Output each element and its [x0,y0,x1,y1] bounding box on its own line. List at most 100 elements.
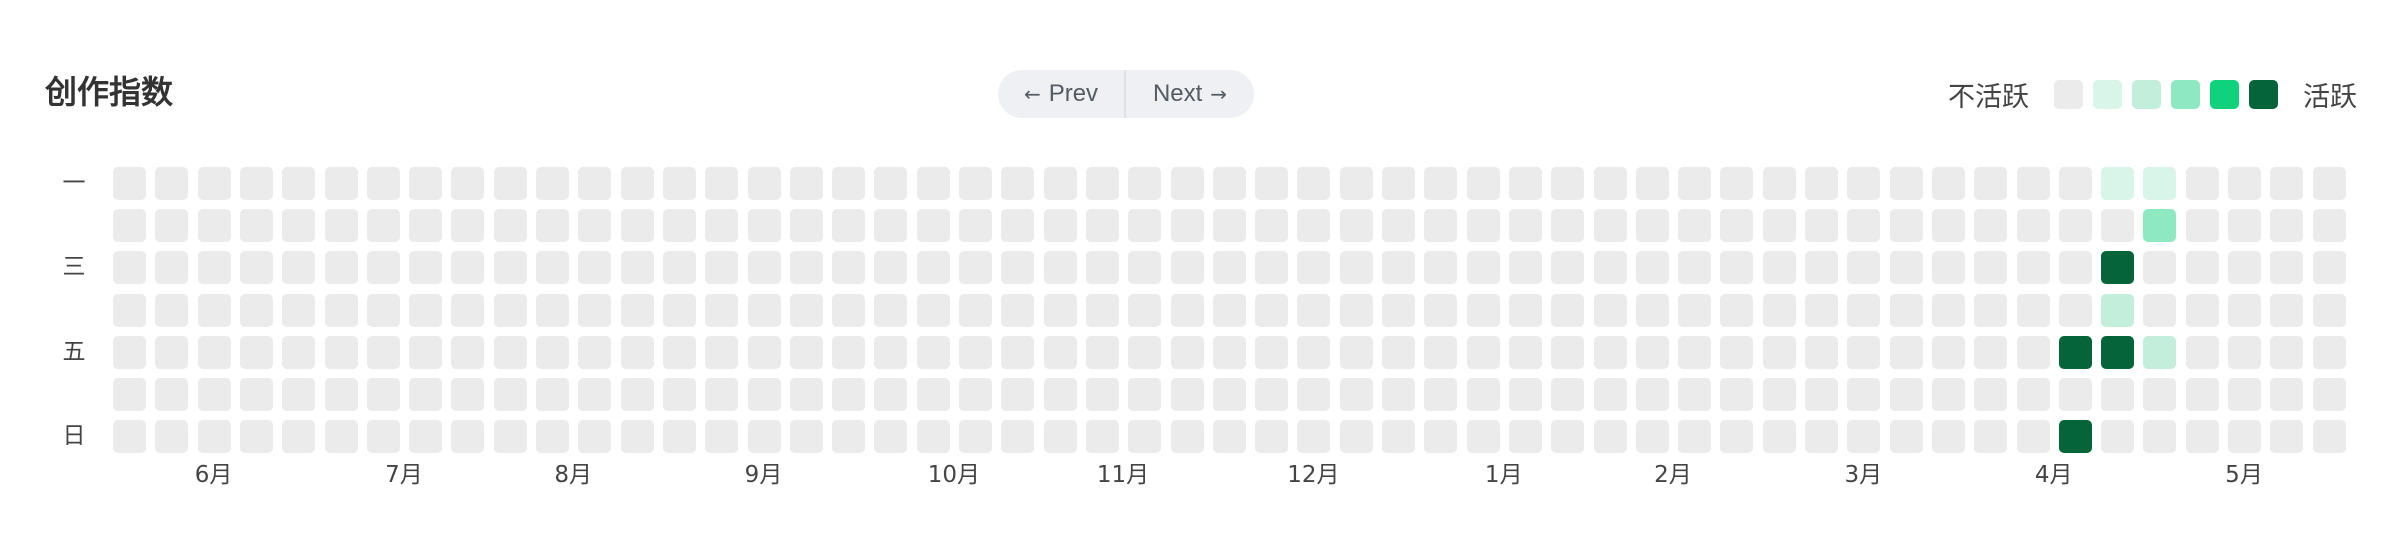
heatmap-cell[interactable] [451,251,485,285]
heatmap-cell[interactable] [1255,420,1289,454]
heatmap-cell[interactable] [1889,378,1923,411]
heatmap-cell[interactable] [832,420,866,454]
heatmap-cell[interactable] [197,335,231,369]
heatmap-cell[interactable] [620,251,654,285]
heatmap-cell[interactable] [2228,293,2261,327]
heatmap-cell[interactable] [1212,335,1246,369]
heatmap-cell[interactable] [1212,167,1246,200]
heatmap-cell[interactable] [1551,209,1585,243]
heatmap-cell[interactable] [366,209,400,243]
heatmap-cell[interactable] [789,251,823,285]
heatmap-cell[interactable] [1678,420,1712,454]
heatmap-cell[interactable] [2270,293,2304,327]
heatmap-cell[interactable] [747,378,781,411]
heatmap-cell[interactable] [789,378,823,411]
heatmap-cell[interactable] [536,167,569,200]
heatmap-cell[interactable] [197,420,231,454]
heatmap-cell[interactable] [1635,167,1669,200]
heatmap-cell[interactable] [1043,167,1077,200]
heatmap-cell[interactable] [197,251,231,285]
heatmap-cell[interactable] [1128,209,1162,243]
heatmap-cell[interactable] [1001,293,1035,327]
heatmap-cell[interactable] [1339,420,1373,454]
heatmap-cell[interactable] [1424,251,1458,285]
heatmap-cell[interactable] [113,209,146,243]
heatmap-cell[interactable] [1720,167,1754,200]
heatmap-cell[interactable] [1466,167,1500,200]
heatmap-cell[interactable] [1382,420,1415,454]
heatmap-cell[interactable] [2016,335,2050,369]
heatmap-cell[interactable] [1043,335,1077,369]
heatmap-cell[interactable] [1762,251,1796,285]
heatmap-cell[interactable] [113,420,146,454]
heatmap-cell[interactable] [1551,167,1585,200]
heatmap-cell[interactable] [1297,420,1331,454]
heatmap-cell[interactable] [2228,251,2261,285]
heatmap-cell[interactable] [1466,209,1500,243]
heatmap-cell[interactable] [789,335,823,369]
heatmap-cell[interactable] [1635,335,1669,369]
heatmap-cell[interactable] [1762,167,1796,200]
heatmap-cell[interactable] [1424,420,1458,454]
heatmap-cell[interactable] [705,378,739,411]
heatmap-cell[interactable] [1974,293,2008,327]
heatmap-cell[interactable] [1762,335,1796,369]
heatmap-cell[interactable] [2101,167,2135,200]
next-button[interactable]: Next → [1126,70,1254,118]
heatmap-cell[interactable] [832,335,866,369]
heatmap-cell[interactable] [1382,378,1415,411]
heatmap-cell[interactable] [1931,378,1965,411]
heatmap-cell[interactable] [1043,209,1077,243]
heatmap-cell[interactable] [832,167,866,200]
heatmap-cell[interactable] [916,251,950,285]
heatmap-cell[interactable] [2270,335,2304,369]
heatmap-cell[interactable] [1931,251,1965,285]
heatmap-cell[interactable] [2312,335,2346,369]
heatmap-cell[interactable] [1805,378,1838,411]
heatmap-cell[interactable] [366,293,400,327]
heatmap-cell[interactable] [536,293,569,327]
heatmap-cell[interactable] [409,209,443,243]
heatmap-cell[interactable] [1762,293,1796,327]
heatmap-cell[interactable] [1212,251,1246,285]
heatmap-cell[interactable] [2143,209,2177,243]
heatmap-cell[interactable] [578,293,612,327]
heatmap-cell[interactable] [493,335,527,369]
heatmap-cell[interactable] [1170,378,1204,411]
heatmap-cell[interactable] [705,209,739,243]
heatmap-cell[interactable] [959,167,992,200]
heatmap-cell[interactable] [1678,335,1712,369]
heatmap-cell[interactable] [2228,378,2261,411]
heatmap-cell[interactable] [662,378,696,411]
heatmap-cell[interactable] [916,378,950,411]
heatmap-cell[interactable] [1001,335,1035,369]
heatmap-cell[interactable] [1593,420,1627,454]
heatmap-cell[interactable] [155,251,189,285]
heatmap-cell[interactable] [493,251,527,285]
heatmap-cell[interactable] [1805,251,1838,285]
heatmap-cell[interactable] [1974,378,2008,411]
heatmap-cell[interactable] [620,209,654,243]
heatmap-cell[interactable] [155,167,189,200]
heatmap-cell[interactable] [2312,293,2346,327]
heatmap-cell[interactable] [832,209,866,243]
heatmap-cell[interactable] [1466,378,1500,411]
heatmap-cell[interactable] [578,209,612,243]
heatmap-cell[interactable] [959,335,992,369]
heatmap-cell[interactable] [747,335,781,369]
heatmap-cell[interactable] [1001,167,1035,200]
heatmap-cell[interactable] [747,251,781,285]
heatmap-cell[interactable] [155,335,189,369]
heatmap-cell[interactable] [155,209,189,243]
heatmap-cell[interactable] [1170,167,1204,200]
heatmap-cell[interactable] [1720,378,1754,411]
heatmap-cell[interactable] [536,378,569,411]
heatmap-cell[interactable] [536,335,569,369]
heatmap-cell[interactable] [832,378,866,411]
heatmap-cell[interactable] [662,420,696,454]
heatmap-cell[interactable] [1297,209,1331,243]
heatmap-cell[interactable] [1931,167,1965,200]
heatmap-cell[interactable] [493,167,527,200]
heatmap-cell[interactable] [874,251,908,285]
heatmap-cell[interactable] [1001,251,1035,285]
